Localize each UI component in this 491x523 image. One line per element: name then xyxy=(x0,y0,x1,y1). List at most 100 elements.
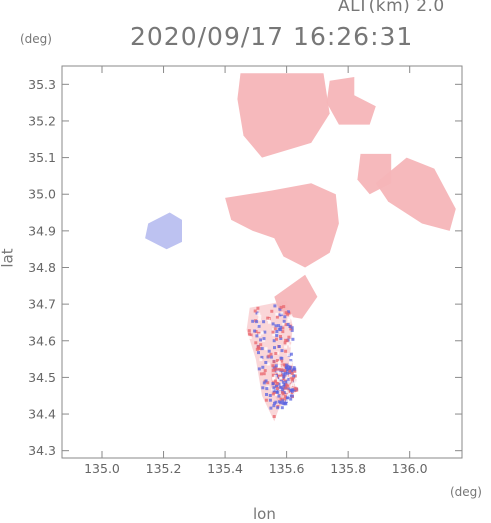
y-tick-label: 34.3 xyxy=(28,443,56,458)
y-tick-label: 34.6 xyxy=(28,333,56,348)
echo-speckle-106 xyxy=(288,325,292,328)
x-tick-label: 135.0 xyxy=(84,461,120,476)
echo-speckle-54 xyxy=(247,329,251,333)
echo-speckle-53 xyxy=(288,339,292,342)
echo-speckle-37 xyxy=(258,333,262,337)
echo-speckle-99 xyxy=(282,305,286,309)
echo-speckle-305 xyxy=(279,388,283,392)
echo-speckle-298 xyxy=(281,373,285,377)
echo-speckle-192 xyxy=(281,371,285,375)
echo-speckle-81 xyxy=(284,349,288,353)
echo-speckle-265 xyxy=(287,391,291,395)
echo-speckle-38 xyxy=(265,393,268,396)
echo-speckle-30 xyxy=(288,344,292,348)
echo-speckle-144 xyxy=(256,345,260,349)
echo-speckle-176 xyxy=(277,375,281,379)
echo-speckle-131 xyxy=(251,319,255,323)
echo-speckle-332 xyxy=(281,380,285,384)
echo-speckle-90 xyxy=(266,316,270,320)
echo-speckle-159 xyxy=(275,330,279,333)
echo-speckle-286 xyxy=(283,391,287,395)
echo-speckle-124 xyxy=(258,347,262,351)
echo-speckle-344 xyxy=(271,373,275,377)
echo-speckle-331 xyxy=(271,368,275,372)
echo-speckle-113 xyxy=(284,323,288,327)
echo-speckle-64 xyxy=(283,341,287,345)
echo-speckle-126 xyxy=(274,352,278,355)
echo-speckle-340 xyxy=(280,397,284,401)
echo-speckle-10 xyxy=(272,333,276,337)
echo-speckle-348 xyxy=(278,385,282,389)
echo-speckle-7 xyxy=(276,351,280,355)
echo-speckles xyxy=(247,304,299,418)
echo-speckle-98 xyxy=(264,347,268,351)
echo-speckle-306 xyxy=(285,371,289,375)
echo-speckle-20 xyxy=(278,307,282,311)
echo-speckle-234 xyxy=(285,366,289,369)
x-tick-label: 136.0 xyxy=(392,461,428,476)
echo-speckle-287 xyxy=(290,383,294,387)
echo-speckle-6 xyxy=(270,309,274,313)
echo-speckle-250 xyxy=(292,374,296,378)
echo-speckle-94 xyxy=(272,404,276,408)
echo-speckle-104 xyxy=(276,406,280,410)
echo-speckle-284 xyxy=(283,363,287,367)
echo-speckle-141 xyxy=(275,337,278,341)
echo-speckle-59 xyxy=(253,309,257,313)
echo-speckle-336 xyxy=(288,366,292,369)
echo-speckle-61 xyxy=(259,343,263,347)
echo-regions xyxy=(145,73,456,422)
echo-speckle-136 xyxy=(273,304,277,308)
echo-speckle-314 xyxy=(271,382,275,386)
echo-speckle-23 xyxy=(283,315,287,319)
echo-speckle-157 xyxy=(277,394,281,398)
y-tick-label: 35.3 xyxy=(28,77,56,92)
echo-speckle-101 xyxy=(249,333,253,337)
echo-speckle-349 xyxy=(290,394,294,398)
echo-speckle-125 xyxy=(289,352,293,356)
echo-speckle-76 xyxy=(259,338,263,342)
echo-speckle-95 xyxy=(268,394,272,397)
echo-speckle-293 xyxy=(284,386,288,390)
echo-speckle-75 xyxy=(286,353,290,357)
echo-speckle-346 xyxy=(276,378,280,382)
echo-region-1 xyxy=(237,73,330,158)
echo-speckle-338 xyxy=(289,362,293,366)
echo-speckle-28 xyxy=(257,331,261,335)
echo-speckle-49 xyxy=(260,355,264,359)
echo-speckle-316 xyxy=(283,370,287,374)
echo-region-2 xyxy=(326,77,376,125)
echo-region-5 xyxy=(225,183,339,268)
echo-speckle-140 xyxy=(247,332,251,336)
echo-speckle-146 xyxy=(260,331,264,335)
echo-speckle-129 xyxy=(264,379,268,383)
echo-speckle-32 xyxy=(272,415,276,418)
echo-speckle-16 xyxy=(266,381,270,385)
echo-speckle-122 xyxy=(264,361,268,364)
echo-speckle-252 xyxy=(283,378,287,382)
echo-speckle-268 xyxy=(284,376,288,380)
echo-speckle-304 xyxy=(291,377,295,381)
echo-speckle-325 xyxy=(283,369,287,372)
echo-speckle-238 xyxy=(283,383,287,386)
x-axis-label: lon xyxy=(253,505,276,523)
echo-speckle-71 xyxy=(290,326,294,330)
echo-speckle-324 xyxy=(285,368,289,372)
echo-speckle-330 xyxy=(279,376,283,380)
echo-speckle-165 xyxy=(275,334,279,338)
echo-speckle-333 xyxy=(280,388,284,391)
echo-speckle-253 xyxy=(285,398,289,402)
echo-speckle-88 xyxy=(277,324,281,328)
echo-speckle-199 xyxy=(286,377,290,381)
echo-speckle-31 xyxy=(272,339,276,343)
echo-speckle-8 xyxy=(262,320,266,324)
echo-speckle-48 xyxy=(263,330,267,334)
echo-speckle-326 xyxy=(278,391,282,395)
y-tick-label: 34.8 xyxy=(28,260,56,275)
echo-speckle-184 xyxy=(289,376,293,380)
echo-speckle-12 xyxy=(255,311,259,315)
echo-speckle-301 xyxy=(283,397,287,401)
echo-speckle-154 xyxy=(275,312,279,316)
echo-speckle-311 xyxy=(285,380,288,384)
echo-speckle-256 xyxy=(280,368,284,372)
